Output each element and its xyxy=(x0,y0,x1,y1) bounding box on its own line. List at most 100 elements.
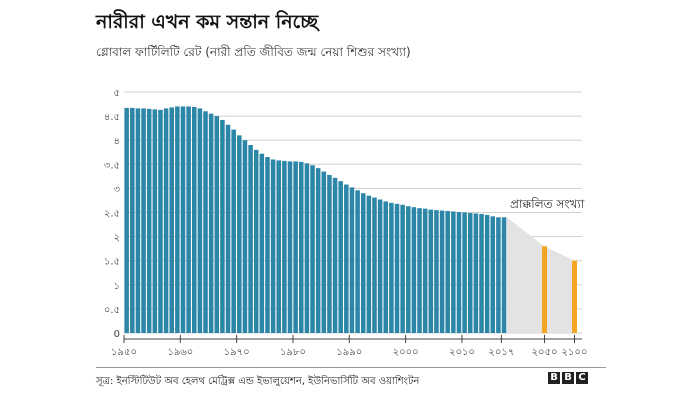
projection-area xyxy=(507,217,575,333)
bbc-logo: B B C xyxy=(548,372,588,384)
historical-bar xyxy=(265,157,270,333)
x-tick-label: ১৯৭০ xyxy=(224,347,250,358)
x-tick-label: ২০১০ xyxy=(449,347,475,358)
historical-bar xyxy=(299,161,304,333)
projected-bar xyxy=(542,246,547,333)
historical-bar xyxy=(360,193,366,333)
source-note: সূত্র: ইনস্টিটিউট অব হেলথ মেট্রিক্স এন্ড… xyxy=(96,376,420,387)
x-tick-label: ১৯৬০ xyxy=(167,347,193,358)
historical-bar xyxy=(276,160,282,333)
historical-bar xyxy=(203,111,208,333)
historical-bar xyxy=(349,187,355,333)
historical-bar xyxy=(383,201,389,333)
historical-bar xyxy=(259,153,265,333)
historical-bar xyxy=(124,107,129,333)
y-tick-label: ৫ xyxy=(114,88,121,99)
historical-bar xyxy=(434,210,439,333)
historical-bar xyxy=(315,168,321,333)
y-tick-label: ২.৫ xyxy=(104,209,120,220)
x-tick-label: ১৯৮০ xyxy=(280,347,306,358)
historical-bar xyxy=(282,160,287,333)
x-tick-label: ১৯৫০ xyxy=(111,347,137,358)
y-tick-label: ২ xyxy=(113,233,120,244)
historical-bar xyxy=(197,108,203,333)
historical-bar xyxy=(208,113,214,333)
projected-bar xyxy=(572,260,577,333)
historical-bar xyxy=(473,213,479,333)
historical-bar xyxy=(169,107,174,333)
y-tick-label: ১ xyxy=(114,281,121,292)
historical-bar xyxy=(394,203,400,333)
historical-bar xyxy=(146,108,152,334)
chart-subtitle: গ্লোবাল ফার্টিলিটি রেট (নারী প্রতি জীবিত… xyxy=(96,45,411,59)
historical-bar xyxy=(152,109,158,334)
y-tick-label: ৩.৫ xyxy=(104,160,120,171)
y-tick-label: ১.৫ xyxy=(104,257,120,268)
chart-title: নারীরা এখন কম সন্তান নিচ্ছে xyxy=(96,11,319,33)
historical-bar xyxy=(439,210,445,333)
historical-bar xyxy=(462,212,467,333)
historical-bar xyxy=(479,213,484,333)
historical-bar xyxy=(456,212,462,333)
y-tick-label: ৩ xyxy=(113,184,120,195)
historical-bar xyxy=(293,161,298,333)
historical-bar xyxy=(406,206,411,333)
historical-bar xyxy=(191,106,197,333)
historical-bar xyxy=(422,208,428,333)
x-axis: ১৯৫০ ১৯৬০ ১৯৭০ ১৯৮০ ১৯৯০ ২০০০ ২০১০ ২০১৭ ২০৫০ ২১০০ xyxy=(111,335,588,358)
historical-bar xyxy=(186,106,191,334)
historical-bar xyxy=(158,109,163,333)
x-tick-label: ২০০০ xyxy=(393,347,419,358)
historical-bar xyxy=(344,184,349,333)
historical-bar xyxy=(445,211,450,333)
historical-bar xyxy=(141,108,146,333)
projected-bars xyxy=(542,246,577,333)
historical-bar xyxy=(135,108,141,333)
y-axis-labels: 0 ০.৫ ১ ১.৫ ২ ২.৫ ৩ ৩.৫ ৪ ৪.৫ ৫ xyxy=(104,88,121,340)
x-tick-label: ২০১৭ xyxy=(488,347,514,358)
projection-band xyxy=(507,217,575,333)
historical-bar xyxy=(451,211,456,333)
y-tick-label: ০.৫ xyxy=(104,305,120,316)
historical-bar xyxy=(372,197,377,333)
historical-bar xyxy=(270,159,276,333)
historical-bar xyxy=(248,145,253,333)
historical-bar xyxy=(310,165,315,333)
historical-bar xyxy=(490,216,496,333)
historical-bar xyxy=(400,204,405,333)
logo-letter: B xyxy=(562,372,574,384)
historical-bar xyxy=(332,177,338,333)
y-tick-label: ৪.৫ xyxy=(104,112,120,123)
historical-bars xyxy=(124,106,507,334)
x-tick-label: ১৯৯০ xyxy=(336,347,362,358)
historical-bar xyxy=(163,108,169,333)
projection-annotation: প্রাক্কলিত সংখ্যা xyxy=(510,197,585,211)
historical-bar xyxy=(355,190,360,333)
y-tick-label: 0 xyxy=(114,329,120,340)
historical-bar xyxy=(327,174,332,333)
historical-bar xyxy=(130,107,135,333)
historical-bar xyxy=(214,116,220,333)
logo-letter: B xyxy=(548,372,560,384)
historical-bar xyxy=(496,217,501,333)
y-tick-label: ৪ xyxy=(114,136,121,147)
historical-bar xyxy=(220,119,225,334)
x-tick-label: ২০৫০ xyxy=(532,347,558,358)
historical-bar xyxy=(484,214,490,333)
historical-bar xyxy=(175,106,180,334)
fertility-rate-chart: 0 ০.৫ ১ ১.৫ ২ ২.৫ ৩ ৩.৫ ৪ ৪.৫ ৫ ১৯৫০ ১৯৬০ ১৯৭০ ১৯৮০ ১৯… xyxy=(104,88,588,358)
historical-bar xyxy=(180,106,186,334)
historical-bar xyxy=(253,149,259,333)
historical-bar xyxy=(366,195,372,333)
historical-bar xyxy=(338,181,343,333)
historical-bar xyxy=(428,209,434,333)
historical-bar xyxy=(287,161,293,333)
historical-bar xyxy=(389,202,394,333)
historical-bar xyxy=(231,129,236,333)
historical-bar xyxy=(225,124,231,333)
historical-bar xyxy=(411,207,417,333)
historical-bar xyxy=(467,212,473,333)
historical-bar xyxy=(417,208,422,333)
historical-bar xyxy=(242,140,248,333)
historical-bar xyxy=(501,217,507,333)
